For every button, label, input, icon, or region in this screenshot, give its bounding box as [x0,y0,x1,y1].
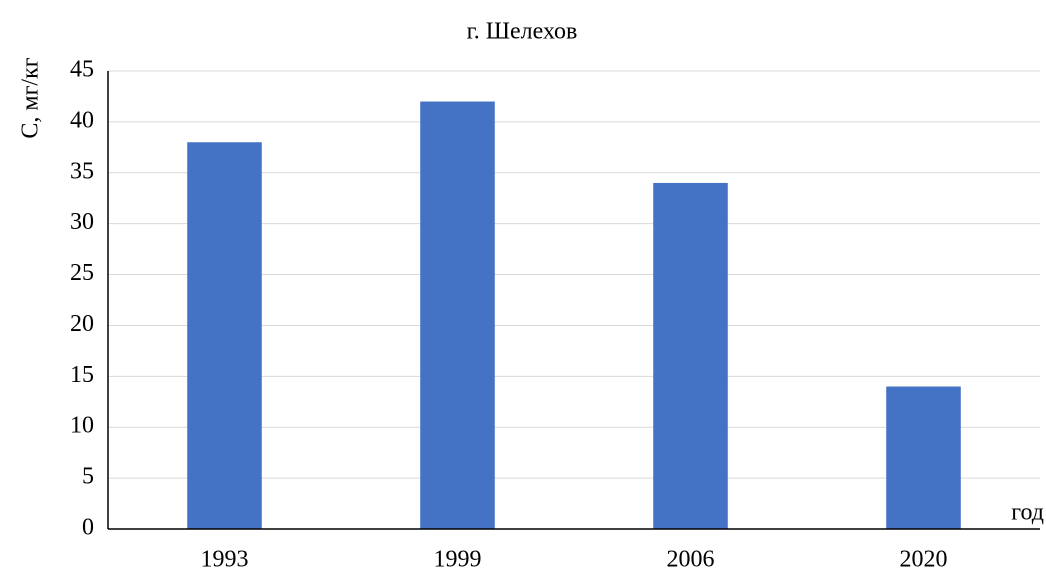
y-tick-label: 15 [70,362,94,388]
x-tick-label: 1999 [434,547,482,573]
y-tick-label: 10 [70,413,94,439]
y-axis-label: С, мг/кг [18,57,44,138]
x-tick-label: 2006 [667,547,715,573]
y-tick-label: 35 [70,158,94,184]
y-tick-label: 25 [70,260,94,286]
y-tick-label: 20 [70,311,94,337]
y-tick-label: 40 [70,107,94,133]
x-tick-label: 1993 [201,547,249,573]
x-axis-label: год [1011,500,1044,526]
bar [420,101,495,530]
y-tick-label: 0 [82,515,94,541]
bar [886,386,961,529]
bar [653,182,728,529]
y-tick-label: 30 [70,209,94,235]
y-tick-label: 5 [82,464,94,490]
bar [187,142,262,529]
y-tick-label: 45 [70,57,94,83]
chart-title: г. Шелехов [467,19,578,45]
x-tick-label: 2020 [900,547,948,573]
